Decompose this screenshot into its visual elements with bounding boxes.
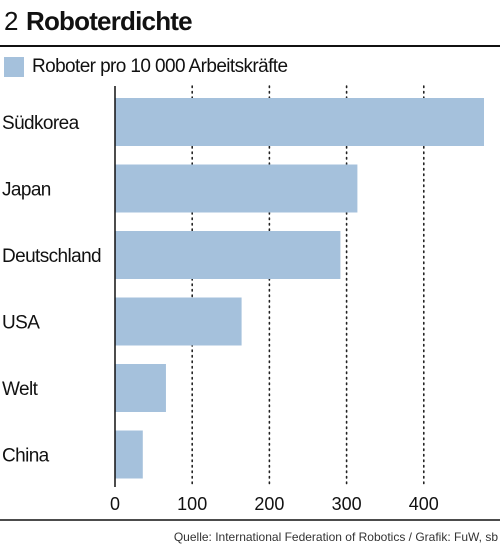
legend: Roboter pro 10 000 Arbeitskräfte (4, 56, 288, 78)
category-label: China (2, 446, 50, 467)
chart-header: 2 Roboterdichte (4, 6, 193, 40)
chart-title: Roboterdichte (25, 6, 193, 36)
bar-japan (115, 164, 358, 213)
bar-usa (115, 297, 242, 346)
x-tick-label: 100 (177, 494, 207, 514)
category-label: Deutschland (2, 246, 101, 267)
source-note: Quelle: International Federation of Robo… (173, 530, 498, 544)
category-label: Welt (2, 379, 39, 400)
title-rule (0, 45, 500, 47)
x-tick-label: 0 (110, 494, 120, 514)
bar-welt (115, 364, 166, 412)
x-tick-label: 200 (254, 494, 284, 514)
category-label: Südkorea (2, 113, 80, 134)
bar-china (115, 430, 143, 479)
bar-südkorea (115, 98, 484, 146)
x-tick-label: 300 (332, 494, 362, 514)
figure-number: 2 (4, 6, 18, 36)
category-label: Japan (2, 180, 51, 201)
x-tick-label: 400 (409, 494, 439, 514)
legend-swatch (4, 57, 24, 77)
bar-deutschland (115, 231, 341, 279)
legend-label: Roboter pro 10 000 Arbeitskräfte (32, 56, 288, 77)
category-label: USA (2, 313, 40, 334)
